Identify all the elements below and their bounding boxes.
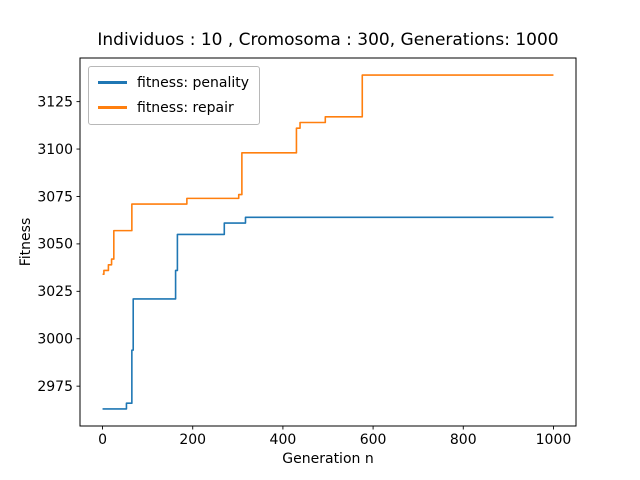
y-tick-label: 2975 bbox=[37, 379, 73, 395]
y-tick-label: 3125 bbox=[37, 94, 73, 110]
y-tick-label: 3025 bbox=[37, 284, 73, 300]
legend-label-penality: fitness: penality bbox=[137, 74, 250, 91]
x-tick-label: 400 bbox=[270, 432, 297, 448]
chart-title: Individuos : 10 , Cromosoma : 300, Gener… bbox=[97, 30, 559, 50]
series-line-repair bbox=[102, 74, 554, 276]
x-axis-label: Generation n bbox=[282, 451, 374, 467]
y-tick-label: 3100 bbox=[37, 142, 73, 158]
x-tick-label: 1000 bbox=[536, 432, 572, 448]
axes-spines bbox=[79, 57, 577, 427]
y-tick-label: 3000 bbox=[37, 332, 73, 348]
y-axis-label: Fitness bbox=[18, 217, 34, 267]
legend-item-penality: fitness: penality bbox=[98, 74, 249, 91]
legend-line-sample-repair bbox=[98, 106, 127, 109]
x-tick-label: 0 bbox=[98, 432, 107, 448]
y-tick-label: 3075 bbox=[37, 189, 73, 205]
x-tick-label: 600 bbox=[360, 432, 387, 448]
x-tick-label: 200 bbox=[179, 432, 206, 448]
x-tick-label: 800 bbox=[450, 432, 477, 448]
legend-item-repair: fitness: repair bbox=[98, 99, 249, 116]
legend-line-sample-penality bbox=[98, 81, 127, 84]
y-tick-label: 3050 bbox=[37, 237, 73, 253]
legend-label-repair: fitness: repair bbox=[137, 99, 234, 116]
series-line-penality bbox=[102, 216, 554, 410]
legend: fitness: penality fitness: repair bbox=[88, 66, 261, 125]
